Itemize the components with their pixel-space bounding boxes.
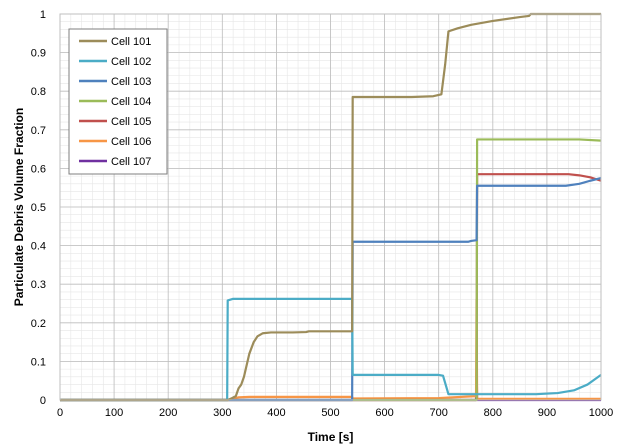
x-tick-label: 100 bbox=[105, 407, 123, 419]
series-line-cell-102 bbox=[60, 297, 602, 402]
x-tick-label: 0 bbox=[57, 407, 63, 419]
x-tick-label: 300 bbox=[213, 407, 231, 419]
y-tick-label: 0.2 bbox=[31, 318, 46, 330]
y-tick-label: 0.4 bbox=[31, 241, 46, 253]
legend-label: Cell 104 bbox=[111, 96, 151, 108]
legend-label: Cell 105 bbox=[111, 116, 151, 128]
x-axis-ticks: 0 100 200 300 400 500 600 700 800 900 1000 bbox=[57, 407, 613, 419]
y-tick-label: 0 bbox=[40, 395, 46, 407]
x-axis-title: Time [s] bbox=[308, 430, 354, 444]
legend-label: Cell 107 bbox=[111, 156, 151, 168]
x-tick-label: 600 bbox=[375, 407, 393, 419]
x-tick-label: 200 bbox=[159, 407, 177, 419]
y-axis-ticks: 0 0.1 0.2 0.3 0.4 0.5 0.6 0.7 0.8 0.9 1 bbox=[31, 9, 46, 407]
y-tick-label: 0.3 bbox=[31, 279, 46, 291]
legend-label: Cell 101 bbox=[111, 36, 151, 48]
y-tick-label: 0.8 bbox=[31, 86, 46, 98]
series-line-cell-101 bbox=[60, 12, 601, 402]
y-tick-label: 0.6 bbox=[31, 163, 46, 175]
y-tick-label: 0.7 bbox=[31, 125, 46, 137]
plot-area-frame bbox=[59, 13, 602, 401]
y-tick-label: 0.1 bbox=[31, 356, 46, 368]
x-tick-label: 900 bbox=[538, 407, 556, 419]
y-tick-label: 0.5 bbox=[31, 202, 46, 214]
legend-label: Cell 102 bbox=[111, 56, 151, 68]
y-tick-label: 1 bbox=[40, 9, 46, 21]
y-axis-title: Particulate Debris Volume Fraction bbox=[12, 108, 26, 307]
x-tick-label: 500 bbox=[321, 407, 339, 419]
legend-label: Cell 106 bbox=[111, 136, 151, 148]
series-layer bbox=[60, 12, 602, 402]
x-tick-label: 1000 bbox=[589, 407, 613, 419]
x-tick-label: 400 bbox=[267, 407, 285, 419]
y-tick-label: 0.9 bbox=[31, 48, 46, 60]
x-tick-label: 700 bbox=[430, 407, 448, 419]
legend: Cell 101 Cell 102 Cell 103 Cell 104 Cell 105… bbox=[68, 28, 168, 175]
legend-label: Cell 103 bbox=[111, 76, 151, 88]
x-tick-label: 800 bbox=[484, 407, 502, 419]
